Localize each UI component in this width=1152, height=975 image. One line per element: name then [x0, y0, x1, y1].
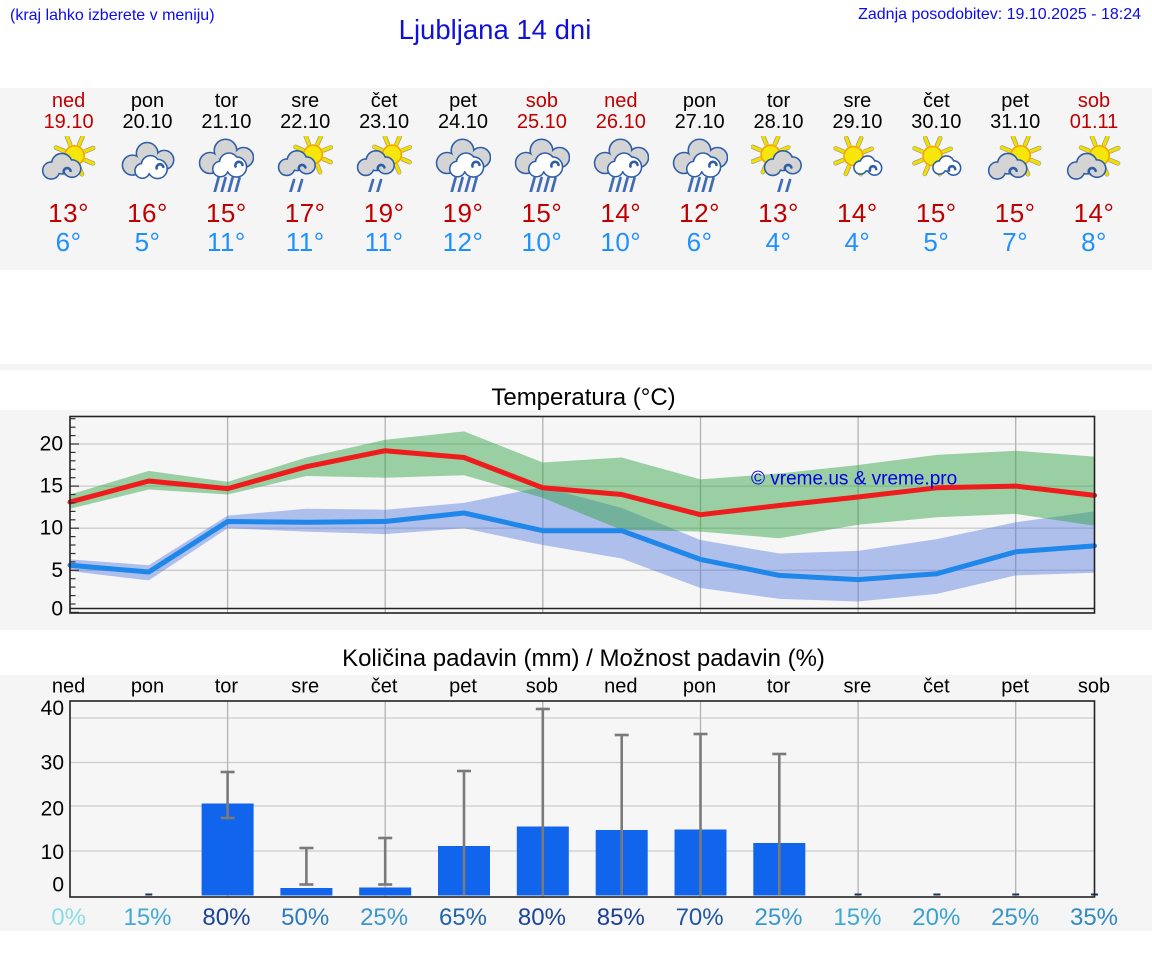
svg-text:30: 30 [41, 752, 64, 775]
svg-text:čet: čet [923, 676, 950, 698]
svg-text:pon: pon [131, 676, 164, 698]
svg-text:65%: 65% [439, 904, 487, 931]
svg-text:40: 40 [41, 697, 64, 720]
svg-text:sre: sre [844, 676, 872, 698]
svg-text:15%: 15% [123, 904, 171, 931]
svg-text:20: 20 [40, 433, 63, 456]
svg-text:0: 0 [52, 874, 64, 897]
svg-text:25%: 25% [754, 904, 802, 931]
svg-text:25%: 25% [991, 904, 1039, 931]
svg-text:80%: 80% [202, 904, 250, 931]
svg-text:ned: ned [52, 676, 85, 698]
svg-text:čet: čet [371, 676, 398, 698]
svg-text:10: 10 [40, 517, 63, 540]
svg-text:15%: 15% [833, 904, 881, 931]
svg-text:15: 15 [40, 475, 63, 498]
svg-text:25%: 25% [360, 904, 408, 931]
svg-text:© vreme.us & vreme.pro: © vreme.us & vreme.pro [751, 469, 957, 490]
svg-text:0: 0 [51, 598, 63, 621]
svg-text:70%: 70% [676, 904, 724, 931]
svg-text:tor: tor [767, 676, 791, 698]
svg-text:85%: 85% [597, 904, 645, 931]
svg-text:0%: 0% [51, 904, 86, 931]
svg-text:pet: pet [1001, 676, 1029, 698]
svg-text:sob: sob [526, 676, 558, 698]
svg-text:35%: 35% [1070, 904, 1118, 931]
svg-text:10: 10 [41, 841, 64, 864]
svg-text:sre: sre [291, 676, 319, 698]
svg-text:pon: pon [683, 676, 716, 698]
svg-text:sob: sob [1078, 676, 1110, 698]
svg-text:pet: pet [449, 676, 477, 698]
svg-text:ned: ned [604, 676, 637, 698]
svg-text:tor: tor [215, 676, 239, 698]
svg-text:5: 5 [51, 559, 63, 582]
svg-text:80%: 80% [518, 904, 566, 931]
svg-text:20%: 20% [912, 904, 960, 931]
svg-text:20: 20 [41, 798, 64, 821]
svg-text:50%: 50% [281, 904, 329, 931]
